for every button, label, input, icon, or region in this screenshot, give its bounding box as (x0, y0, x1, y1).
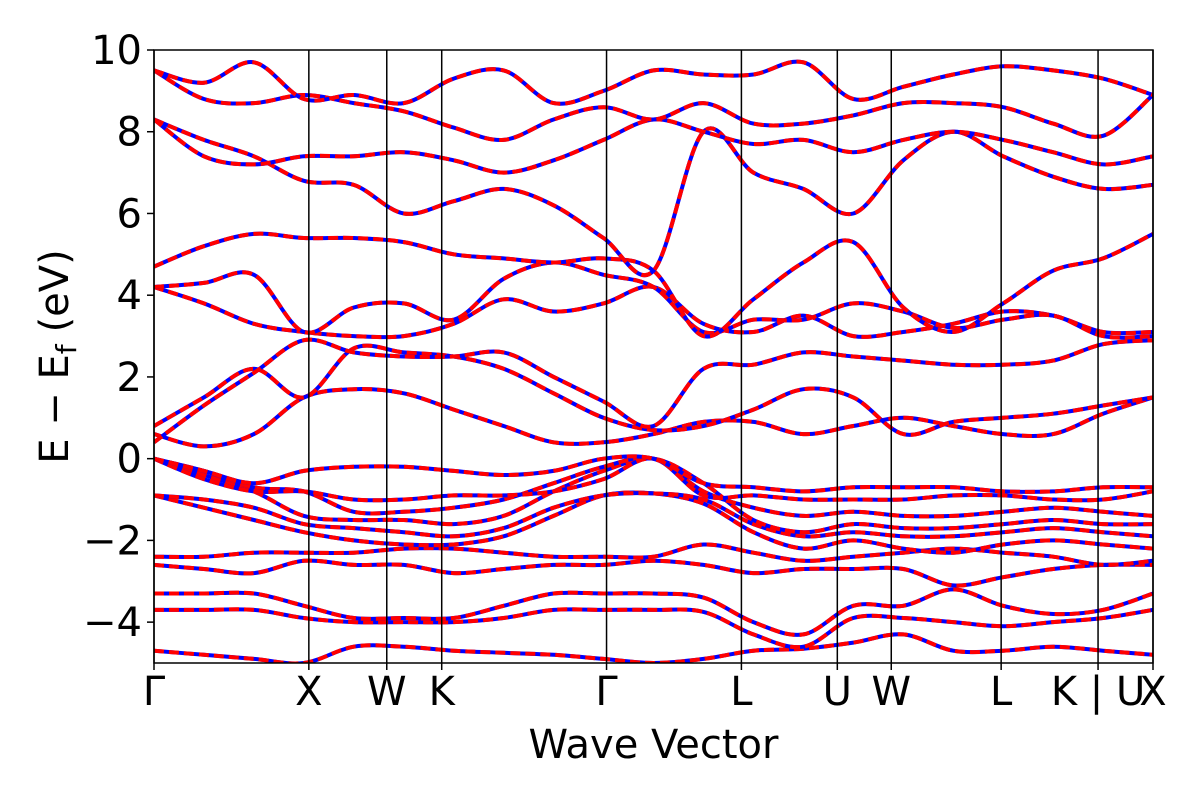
x-tick-label-3: K (429, 669, 457, 715)
x-tick-label-7: W (871, 669, 911, 715)
band-14-series-b (154, 284, 1153, 340)
band-12-series-a (154, 343, 1153, 437)
x-tick-label-8: L (990, 669, 1013, 715)
plot-frame (153, 49, 1154, 664)
band-1-series-b (154, 607, 1153, 650)
band-17-series-a (154, 117, 1153, 278)
x-tick-label-1: X (295, 669, 322, 715)
y-tick-label-6: 8 (117, 110, 142, 156)
y-axis-label-unit: (eV) (32, 249, 78, 332)
y-tick-label-1: −2 (83, 518, 142, 564)
band-15-series-a (154, 260, 1153, 340)
y-tick-label-5: 6 (117, 191, 142, 237)
y-tick-label-2: 0 (117, 437, 142, 483)
x-tick-label-10: X (1139, 669, 1166, 715)
x-tick-label-6: U (823, 669, 852, 715)
band-18-series-b (154, 117, 1153, 175)
band-18-series-a (154, 117, 1153, 175)
band-8-series-b (154, 455, 1153, 519)
bands-layer (154, 59, 1153, 663)
y-tick-label-4: 4 (117, 273, 142, 319)
x-tick-label-2: W (367, 669, 407, 715)
y-tick-label-3: 2 (117, 355, 142, 401)
x-tick-label-0: Γ (143, 669, 166, 715)
band-1-series-a (154, 607, 1153, 650)
y-axis-label: E − Ef (eV) (32, 249, 83, 464)
x-tick-label-4: Γ (595, 669, 618, 715)
y-axis-ticks: −4 −2 0 2 4 6 8 10 (83, 28, 154, 646)
band-0-series-b (154, 632, 1153, 663)
band-17-series-b (154, 117, 1153, 278)
y-tick-label-7: 10 (91, 28, 142, 74)
band-3-series-b (154, 558, 1153, 588)
x-tick-label-5: L (730, 669, 753, 715)
band-16-series-b (154, 231, 1153, 339)
y-axis-label-main: E − E (32, 354, 78, 464)
band-13-series-b (154, 337, 1153, 444)
band-3-series-a (154, 558, 1153, 588)
band-2-series-b (154, 587, 1153, 637)
y-tick-label-0: −4 (83, 600, 142, 646)
band-12-series-b (154, 343, 1153, 437)
x-axis-label: Wave Vector (529, 722, 780, 768)
y-axis-label-subscript: f (50, 343, 83, 354)
band-19-series-a (154, 68, 1153, 142)
band-7-series-b (154, 456, 1153, 535)
band-20-series-b (154, 59, 1153, 106)
band-13-series-a (154, 337, 1153, 444)
band-4-series-b (154, 542, 1153, 567)
band-15-series-b (154, 260, 1153, 340)
band-8-series-a (154, 455, 1153, 519)
band-11-series-b (154, 387, 1153, 449)
band-10-series-a (154, 454, 1153, 494)
band-6-series-b (154, 491, 1153, 539)
band-19-series-b (154, 68, 1153, 142)
x-tick-label-9: K | U (1051, 669, 1145, 715)
band-10-series-b (154, 454, 1153, 494)
